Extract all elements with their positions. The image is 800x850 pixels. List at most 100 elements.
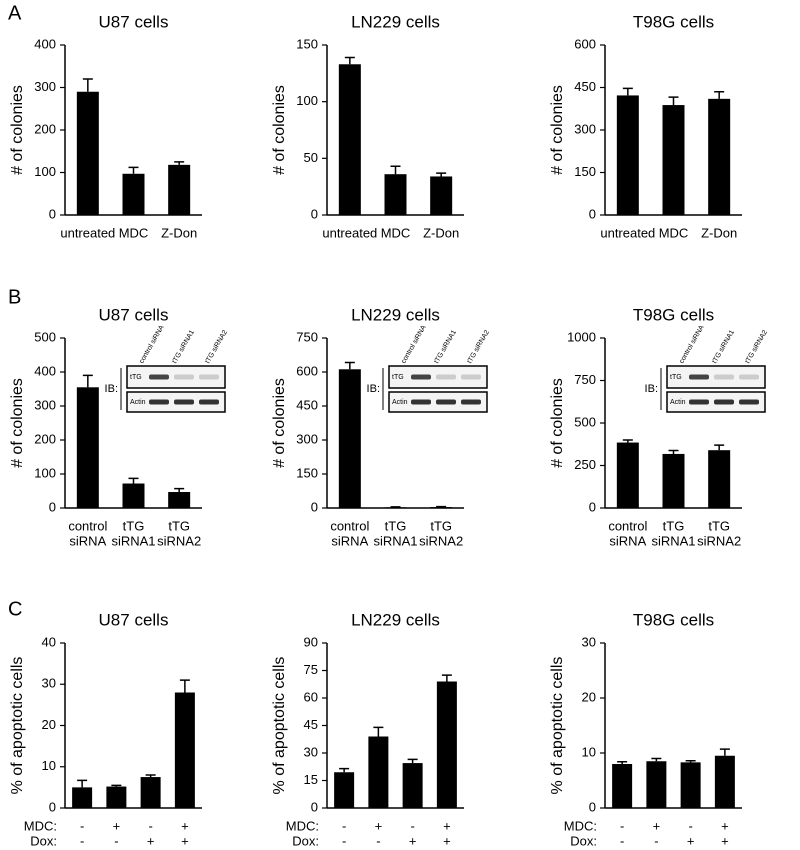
y-tick-label: 0 — [49, 499, 56, 514]
y-tick-label: 0 — [589, 206, 596, 221]
x-tick-label: MDC — [381, 225, 411, 240]
y-tick-label: 100 — [34, 465, 56, 480]
y-tick-label: 500 — [34, 329, 56, 344]
bar — [616, 95, 639, 215]
x-tick-label: siRNA2 — [157, 533, 201, 548]
x-tick-label: siRNA2 — [419, 533, 463, 548]
blot-lane-label: tTG siRNA2 — [744, 329, 769, 365]
error-bar — [714, 444, 725, 451]
blot-band — [174, 374, 194, 380]
y-tick-label: 200 — [34, 121, 56, 136]
y-tick-label: 0 — [49, 206, 56, 221]
row-label: MDC: — [24, 818, 57, 833]
x-tick-label: tTG — [708, 518, 730, 533]
x-tick-label: + — [721, 818, 729, 833]
y-tick-label: 100 — [34, 164, 56, 179]
y-tick-label: 20 — [582, 689, 596, 704]
blot-label: IB: — [105, 383, 118, 395]
y-axis-label: # of colonies — [9, 378, 26, 468]
y-axis-label: # of colonies — [271, 85, 288, 175]
y-tick-label: 100 — [296, 93, 318, 108]
x-tick-label: MDC — [119, 225, 149, 240]
y-tick-label: 150 — [296, 36, 318, 51]
x-tick-label: - — [620, 818, 624, 833]
x-tick-label: siRNA — [609, 533, 646, 548]
blot-row-label: Actin — [392, 399, 408, 406]
x-tick-label: + — [181, 833, 189, 848]
bar — [106, 786, 127, 808]
y-tick-label: 300 — [34, 79, 56, 94]
y-axis-label: % of apoptotic cells — [9, 657, 26, 795]
error-bar — [128, 477, 139, 484]
x-tick-label: untreated — [600, 225, 655, 240]
y-tick-label: 400 — [34, 36, 56, 51]
chart-title: T98G cells — [633, 305, 714, 324]
x-tick-label: control — [608, 518, 647, 533]
y-tick-label: 50 — [304, 150, 318, 165]
blot-band — [411, 374, 431, 380]
x-tick-label: - — [620, 833, 624, 848]
y-tick-label: 45 — [304, 717, 318, 732]
x-tick-label: + — [375, 818, 383, 833]
bar — [384, 507, 407, 508]
bar — [168, 164, 191, 215]
x-tick-label: Z-Don — [423, 225, 459, 240]
x-tick-label: Z-Don — [161, 225, 197, 240]
y-tick-label: 30 — [304, 744, 318, 759]
error-bar — [651, 757, 662, 762]
error-bar — [344, 361, 355, 370]
x-tick-label: - — [342, 833, 346, 848]
y-tick-label: 90 — [304, 634, 318, 649]
error-bar — [668, 449, 679, 454]
chart-title: U87 cells — [99, 610, 169, 629]
chart-title: T98G cells — [633, 12, 714, 31]
y-axis-label: % of apoptotic cells — [271, 657, 288, 795]
blot-band — [149, 399, 169, 405]
x-tick-label: + — [443, 818, 451, 833]
blot-lane-label: control siRNA — [400, 324, 428, 365]
x-tick-label: - — [114, 833, 118, 848]
bar — [122, 173, 145, 215]
y-tick-label: 600 — [574, 36, 596, 51]
y-tick-label: 300 — [34, 397, 56, 412]
y-tick-label: 0 — [49, 799, 56, 814]
row-label: MDC: — [286, 818, 319, 833]
chart-title: U87 cells — [99, 305, 169, 324]
error-bar — [77, 779, 88, 788]
y-tick-label: 0 — [589, 499, 596, 514]
blot-band — [411, 399, 431, 405]
y-axis-label: # of colonies — [549, 85, 566, 175]
error-bar — [407, 758, 418, 764]
y-tick-label: 40 — [42, 634, 56, 649]
bar — [430, 176, 453, 215]
bar — [616, 442, 639, 508]
bar — [708, 98, 731, 215]
x-tick-label: - — [688, 818, 692, 833]
bar — [168, 492, 191, 508]
y-tick-label: 500 — [574, 414, 596, 429]
x-tick-label: + — [687, 833, 695, 848]
x-tick-label: + — [147, 833, 155, 848]
chart-title: T98G cells — [633, 610, 714, 629]
error-bar — [622, 439, 633, 443]
error-bar — [174, 487, 185, 493]
y-tick-label: 1000 — [567, 329, 596, 344]
y-tick-label: 0 — [311, 206, 318, 221]
bar — [708, 450, 731, 508]
error-bar — [179, 679, 190, 693]
x-tick-label: - — [148, 818, 152, 833]
blot-label: IB: — [645, 383, 658, 395]
bar — [612, 764, 633, 808]
x-tick-label: tTG — [430, 518, 452, 533]
row-label: Dox: — [570, 833, 597, 848]
error-bar — [390, 165, 401, 175]
blot-band — [739, 399, 759, 405]
x-tick-label: control — [330, 518, 369, 533]
row-label: Dox: — [292, 833, 319, 848]
error-bar — [145, 774, 156, 778]
bar — [436, 681, 457, 808]
row-label: MDC: — [564, 818, 597, 833]
error-bar — [339, 767, 350, 773]
y-tick-label: 0 — [311, 499, 318, 514]
